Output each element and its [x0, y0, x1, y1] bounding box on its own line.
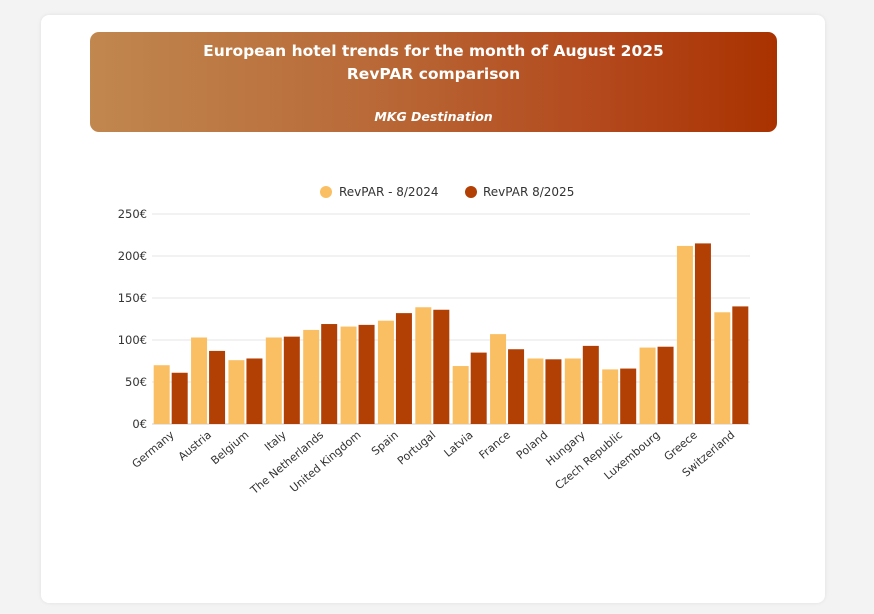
- legend-label-2025[interactable]: RevPAR 8/2025: [483, 185, 574, 199]
- legend[interactable]: RevPAR - 8/2024 RevPAR 8/2025: [320, 185, 574, 199]
- bar-2024-spain[interactable]: [377, 320, 394, 424]
- x-tick-label: Latvia: [442, 428, 476, 459]
- bar-2025-switzerland[interactable]: [732, 306, 749, 424]
- y-tick-label: 250€: [118, 207, 147, 221]
- chart-title-line1: European hotel trends for the month of A…: [203, 42, 664, 60]
- bar-2025-poland[interactable]: [545, 359, 562, 424]
- bar-2024-france[interactable]: [490, 334, 507, 424]
- y-tick-label: 200€: [118, 249, 147, 263]
- bar-2024-latvia[interactable]: [452, 366, 469, 424]
- x-tick-label: Italy: [262, 428, 289, 454]
- bar-2025-czech-republic[interactable]: [620, 368, 637, 424]
- bar-2025-latvia[interactable]: [470, 352, 487, 424]
- bar-2024-poland[interactable]: [527, 358, 544, 424]
- chart-source: MKG Destination: [374, 109, 493, 124]
- bar-2025-greece[interactable]: [694, 243, 711, 424]
- legend-swatch-2025[interactable]: [465, 186, 477, 198]
- bar-2025-belgium[interactable]: [246, 358, 263, 424]
- bar-2024-austria[interactable]: [191, 337, 208, 424]
- y-tick-label: 100€: [118, 333, 147, 347]
- bar-2025-italy[interactable]: [283, 336, 300, 424]
- x-tick-label: Spain: [369, 428, 401, 458]
- bar-2025-hungary[interactable]: [582, 345, 599, 424]
- bar-2024-italy[interactable]: [265, 337, 282, 424]
- chart-header-banner: European hotel trends for the month of A…: [90, 32, 777, 132]
- bar-2024-hungary[interactable]: [564, 358, 581, 424]
- bar-2025-austria[interactable]: [209, 350, 226, 424]
- y-tick-label: 50€: [125, 375, 147, 389]
- bar-2024-belgium[interactable]: [228, 360, 245, 424]
- legend-swatch-2024[interactable]: [320, 186, 332, 198]
- bar-2024-germany[interactable]: [153, 365, 170, 424]
- bar-2025-france[interactable]: [508, 349, 525, 424]
- bar-2024-czech-republic[interactable]: [602, 369, 619, 424]
- bar-2025-spain[interactable]: [395, 313, 412, 424]
- y-tick-label: 0€: [132, 417, 147, 431]
- bar-2024-united-kingdom[interactable]: [340, 326, 357, 424]
- bar-2025-the-netherlands[interactable]: [321, 324, 338, 424]
- bar-2025-luxembourg[interactable]: [657, 346, 674, 424]
- x-tick-label: France: [477, 428, 514, 462]
- y-tick-label: 150€: [118, 291, 147, 305]
- x-tick-label: Portugal: [395, 428, 438, 467]
- chart-title-line2: RevPAR comparison: [346, 65, 521, 83]
- bar-2024-portugal[interactable]: [415, 307, 432, 424]
- y-axis: 0€ 50€ 100€ 150€ 200€ 250€: [118, 207, 147, 431]
- bar-2025-portugal[interactable]: [433, 309, 450, 424]
- x-tick-label: Czech Republic: [553, 428, 626, 492]
- bar-2024-switzerland[interactable]: [714, 312, 731, 424]
- legend-label-2024[interactable]: RevPAR - 8/2024: [339, 185, 438, 199]
- bars: [153, 243, 749, 424]
- bar-2024-the-netherlands[interactable]: [303, 329, 320, 424]
- bar-2025-germany[interactable]: [171, 372, 188, 424]
- x-tick-label: Germany: [130, 428, 177, 471]
- bar-2024-luxembourg[interactable]: [639, 347, 656, 424]
- bar-2025-united-kingdom[interactable]: [358, 324, 375, 424]
- bar-2024-greece[interactable]: [676, 245, 693, 424]
- x-tick-label: Belgium: [208, 428, 251, 467]
